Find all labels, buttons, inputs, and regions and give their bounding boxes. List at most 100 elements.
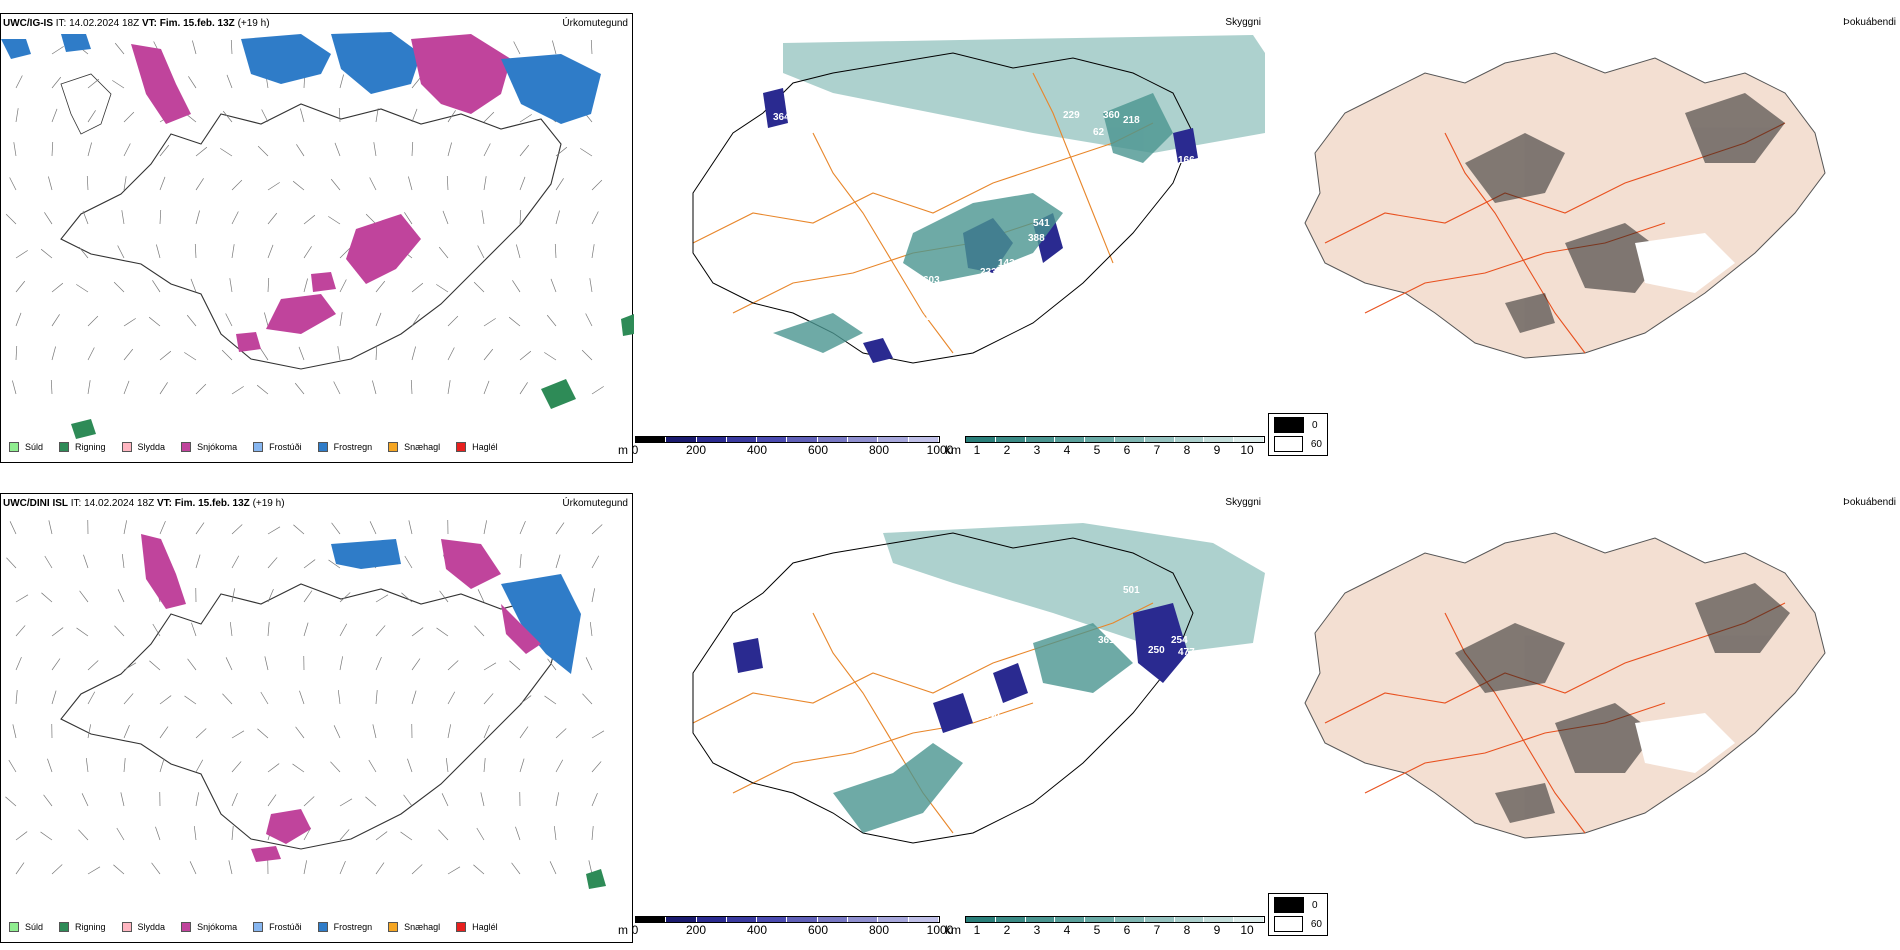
wind-barb (439, 590, 449, 603)
colorbar-tick: 5 (1093, 923, 1101, 937)
wind-barb (116, 827, 125, 841)
wind-barb (519, 114, 532, 123)
wind-barb (123, 662, 137, 671)
visibility-value-label: 213 (893, 315, 910, 326)
wind-barb (51, 314, 60, 327)
wind-barb (123, 143, 131, 157)
colorbar-tick: 4 (1063, 923, 1071, 937)
wind-barb (585, 657, 593, 671)
wind-barb (187, 658, 197, 671)
colorbar-cell (995, 437, 1026, 442)
wind-barb (264, 312, 269, 327)
wind-barb (117, 589, 125, 603)
visibility-value-label: 364 (773, 112, 790, 123)
wind-barb (441, 793, 449, 807)
wind-barb (120, 792, 125, 807)
wind-barb (473, 864, 485, 875)
wind-barb (51, 864, 63, 875)
wind-barb (15, 312, 22, 327)
wind-barb (480, 792, 485, 807)
wind-barb (195, 759, 204, 773)
wind-barb (365, 213, 377, 225)
wind-barb (231, 555, 240, 569)
wind-barb (474, 625, 485, 637)
wind-barb (159, 350, 172, 361)
wind-barb (256, 384, 269, 395)
visibility-value-label: 501 (1123, 585, 1140, 596)
wind-barb (555, 210, 560, 225)
colorbar-cell (848, 437, 879, 442)
visibility-value-label: 90 (1173, 675, 1185, 686)
legend-item: Haglél (456, 922, 498, 932)
wind-barb (15, 346, 18, 361)
wind-barb (328, 216, 341, 225)
wind-barb (303, 214, 316, 225)
wind-barb (337, 690, 341, 705)
wind-barb (339, 279, 347, 293)
wind-barb (519, 210, 522, 225)
wind-barb (267, 182, 280, 191)
visibility-value-label: 254 (1171, 635, 1188, 646)
visibility-m-colorbar: m 0 200 400 600 800 1000 (618, 916, 953, 937)
wind-barb (113, 281, 125, 293)
wind-barb (40, 248, 53, 259)
wind-barb (85, 758, 89, 773)
cloud-legend-swatch (1274, 916, 1303, 932)
wind-barb (296, 144, 305, 157)
wind-barb (51, 658, 61, 671)
wind-barb (303, 796, 315, 807)
wind-barb (221, 349, 233, 361)
wind-barb (8, 759, 17, 773)
wind-barb (555, 178, 564, 191)
wind-barb (188, 76, 197, 89)
wind-barb (87, 347, 95, 361)
colorbar-tick: 6 (1123, 443, 1131, 457)
wind-barb (192, 40, 197, 55)
wind-barb (591, 386, 604, 395)
visibility-panel-bottom: 324 617 501 361 250 254 477 197 90 140 38 10 280 113 8… (618, 493, 1265, 943)
wind-barb (591, 524, 603, 535)
wind-barb (267, 212, 278, 225)
wind-barb (194, 244, 197, 259)
colorbar-tick: 6 (1123, 923, 1131, 937)
wind-barb (411, 864, 423, 875)
legend-swatch (121, 442, 132, 452)
wind-barb (555, 728, 567, 739)
colorbar-tick: 7 (1153, 443, 1161, 457)
wind-barb (303, 246, 312, 259)
wind-barb (195, 383, 207, 395)
cloud-legend-label: 0 (1312, 899, 1318, 911)
wind-barb (76, 627, 89, 637)
wind-barb (44, 212, 53, 225)
wind-barb (51, 142, 54, 157)
wind-barb (375, 346, 378, 361)
wind-barb (591, 730, 605, 739)
legend-label: Snæhagl (404, 922, 441, 932)
colorbar-tick: 0 (631, 443, 639, 457)
wind-barb (159, 210, 162, 225)
wind-barb (481, 210, 485, 225)
wind-barb (476, 827, 485, 841)
legend-item: Haglél (456, 442, 498, 452)
wind-barb (511, 862, 521, 875)
wind-barb (117, 245, 125, 259)
visibility-value-label: 100 (893, 365, 910, 376)
wind-barb (184, 352, 197, 361)
wind-barb (438, 246, 449, 259)
wind-barb (373, 142, 377, 157)
wind-barb (48, 176, 53, 191)
wind-barb (260, 348, 269, 361)
visibility-km-colorbar: km 1 2 3 4 5 6 7 8 9 10 (945, 916, 1265, 937)
colorbar-cell (1234, 437, 1264, 442)
precip-type-panel-bottom: UWC/DINI ISL IT: 14.02.2024 18Z VT: Fim.… (0, 493, 633, 943)
legend-swatch (456, 922, 467, 932)
wind-barb (411, 658, 421, 671)
wind-barb (447, 315, 459, 327)
visibility-map-top: 364 229 360 62 218 164 166 103 603 967 213 491 541 38… (692, 35, 1265, 376)
legend-item: Slydda (121, 922, 165, 932)
visibility-value-label: 143 (998, 258, 1015, 269)
wind-barb (445, 758, 449, 773)
wind-barb (113, 864, 125, 875)
wind-barb (195, 792, 200, 807)
